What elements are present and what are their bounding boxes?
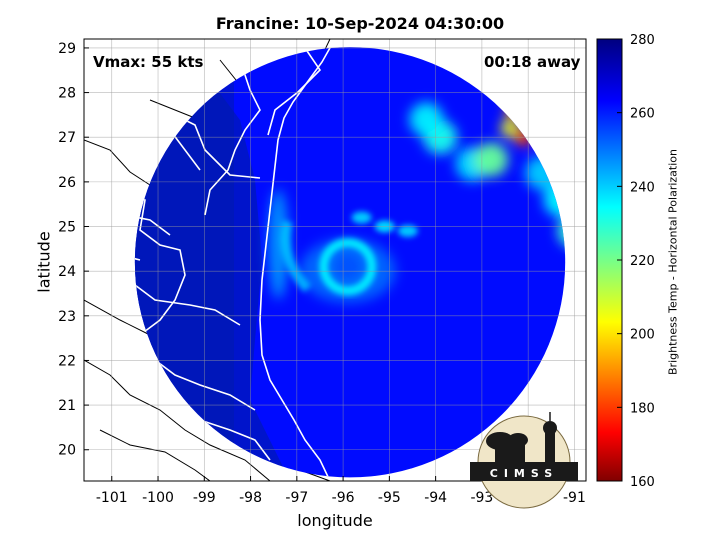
x-tick-label: -99 bbox=[193, 490, 216, 506]
x-tick-label: -95 bbox=[378, 490, 401, 506]
y-axis-ticks: 20 21 22 23 24 25 26 27 28 29 bbox=[58, 41, 89, 459]
y-tick-label: 27 bbox=[58, 130, 76, 146]
storm-eye bbox=[337, 256, 358, 277]
y-tick-label: 29 bbox=[58, 41, 76, 57]
convection-cell bbox=[474, 142, 509, 177]
y-tick-label: 24 bbox=[58, 264, 76, 280]
colorbar-tick-label: 180 bbox=[630, 401, 655, 416]
chart-title: Francine: 10-Sep-2024 04:30:00 bbox=[215, 14, 505, 33]
rainband-cell bbox=[397, 224, 418, 237]
colorbar-ticks: 280 260 240 220 200 180 160 bbox=[617, 33, 655, 490]
colorbar-tick-label: 260 bbox=[630, 107, 655, 122]
x-tick-label: -96 bbox=[332, 490, 355, 506]
colorbar-tick-label: 280 bbox=[630, 33, 655, 48]
y-tick-label: 28 bbox=[58, 86, 76, 102]
colorbar-tick-label: 200 bbox=[630, 328, 655, 343]
x-tick-label: -101 bbox=[96, 490, 128, 506]
x-tick-label: -97 bbox=[285, 490, 308, 506]
cimss-logo: CIMSS bbox=[470, 412, 578, 509]
y-tick-label: 22 bbox=[58, 353, 76, 369]
y-tick-label: 26 bbox=[58, 175, 76, 191]
rainband-cell bbox=[351, 211, 372, 224]
x-tick-label: -94 bbox=[424, 490, 447, 506]
colorbar-tick-label: 240 bbox=[630, 180, 655, 195]
vmax-annotation: Vmax: 55 kts bbox=[93, 53, 204, 71]
x-tick-label: -91 bbox=[563, 490, 586, 506]
colorbar-tick-label: 160 bbox=[630, 475, 655, 490]
coastal-warm-band bbox=[268, 189, 289, 300]
axes-frame bbox=[83, 38, 587, 482]
colorbar-tick-label: 220 bbox=[630, 254, 655, 269]
time-offset-annotation: 00:18 away bbox=[484, 53, 581, 71]
convection-cell bbox=[409, 102, 444, 137]
inner-spiral-band bbox=[280, 220, 312, 293]
eyewall-ring bbox=[319, 238, 377, 296]
convection-cell bbox=[500, 119, 519, 138]
x-tick-label: -93 bbox=[470, 490, 493, 506]
y-tick-label: 20 bbox=[58, 443, 76, 459]
x-axis-label: longitude bbox=[297, 511, 373, 530]
logo-text: CIMSS bbox=[490, 467, 558, 480]
grid-lines bbox=[84, 39, 586, 481]
x-tick-label: -98 bbox=[239, 490, 262, 506]
y-tick-label: 25 bbox=[58, 220, 76, 236]
coastline-overlay bbox=[134, 47, 336, 478]
x-tick-label: -100 bbox=[142, 490, 174, 506]
y-tick-label: 23 bbox=[58, 309, 76, 325]
y-tick-label: 21 bbox=[58, 398, 76, 414]
